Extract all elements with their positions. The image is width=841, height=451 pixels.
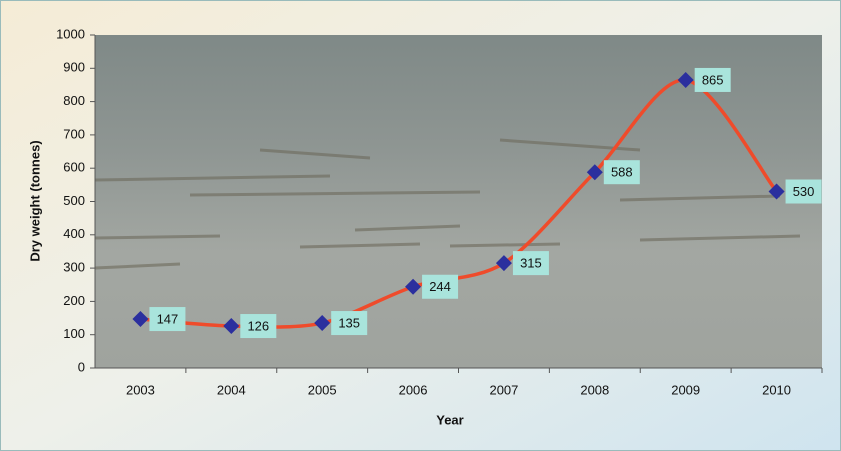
x-tick-label: 2008: [580, 382, 609, 397]
y-tick-label: 600: [63, 160, 85, 175]
y-axis-title: Dry weight (tonnes): [27, 140, 42, 261]
data-label-box: [422, 274, 459, 299]
data-label-box: [331, 311, 368, 336]
x-tick-label: 2003: [126, 382, 155, 397]
y-tick-label: 200: [63, 293, 85, 308]
data-label: 865: [702, 72, 724, 87]
y-tick-label: 500: [63, 193, 85, 208]
x-tick-label: 2009: [671, 382, 700, 397]
marker: [223, 318, 240, 335]
y-tick-label: 300: [63, 260, 85, 275]
data-label: 315: [520, 256, 542, 271]
x-tick-label: 2004: [217, 382, 246, 397]
y-tick-label: 800: [63, 93, 85, 108]
marker: [314, 315, 331, 332]
marker: [586, 164, 603, 181]
data-label: 147: [157, 311, 179, 326]
x-tick-label: 2007: [489, 382, 518, 397]
data-label-box: [149, 307, 186, 332]
y-tick-label: 0: [78, 359, 85, 374]
marker: [495, 255, 512, 272]
x-tick-label: 2005: [308, 382, 337, 397]
data-label: 135: [338, 315, 360, 330]
seaweed-texture: [94, 138, 801, 270]
y-tick-label: 700: [63, 126, 85, 141]
y-tick-label: 100: [63, 326, 85, 341]
data-label: 588: [611, 165, 633, 180]
y-tick-label: 1000: [56, 26, 85, 41]
y-tick-label: 400: [63, 226, 85, 241]
data-label-box: [512, 251, 549, 276]
data-label: 530: [793, 184, 815, 199]
x-axis-title: Year: [436, 412, 463, 427]
x-tick-label: 2010: [762, 382, 791, 397]
data-label-box: [785, 179, 822, 204]
data-label: 244: [429, 279, 451, 294]
marker: [405, 278, 422, 295]
data-label: 126: [247, 318, 269, 333]
marker: [132, 311, 149, 328]
x-tick-label: 2006: [399, 382, 428, 397]
data-label-box: [694, 67, 731, 92]
data-label-box: [603, 160, 640, 185]
data-label-box: [240, 314, 277, 339]
y-tick-label: 900: [63, 60, 85, 75]
marker: [768, 183, 785, 200]
marker: [677, 71, 694, 88]
